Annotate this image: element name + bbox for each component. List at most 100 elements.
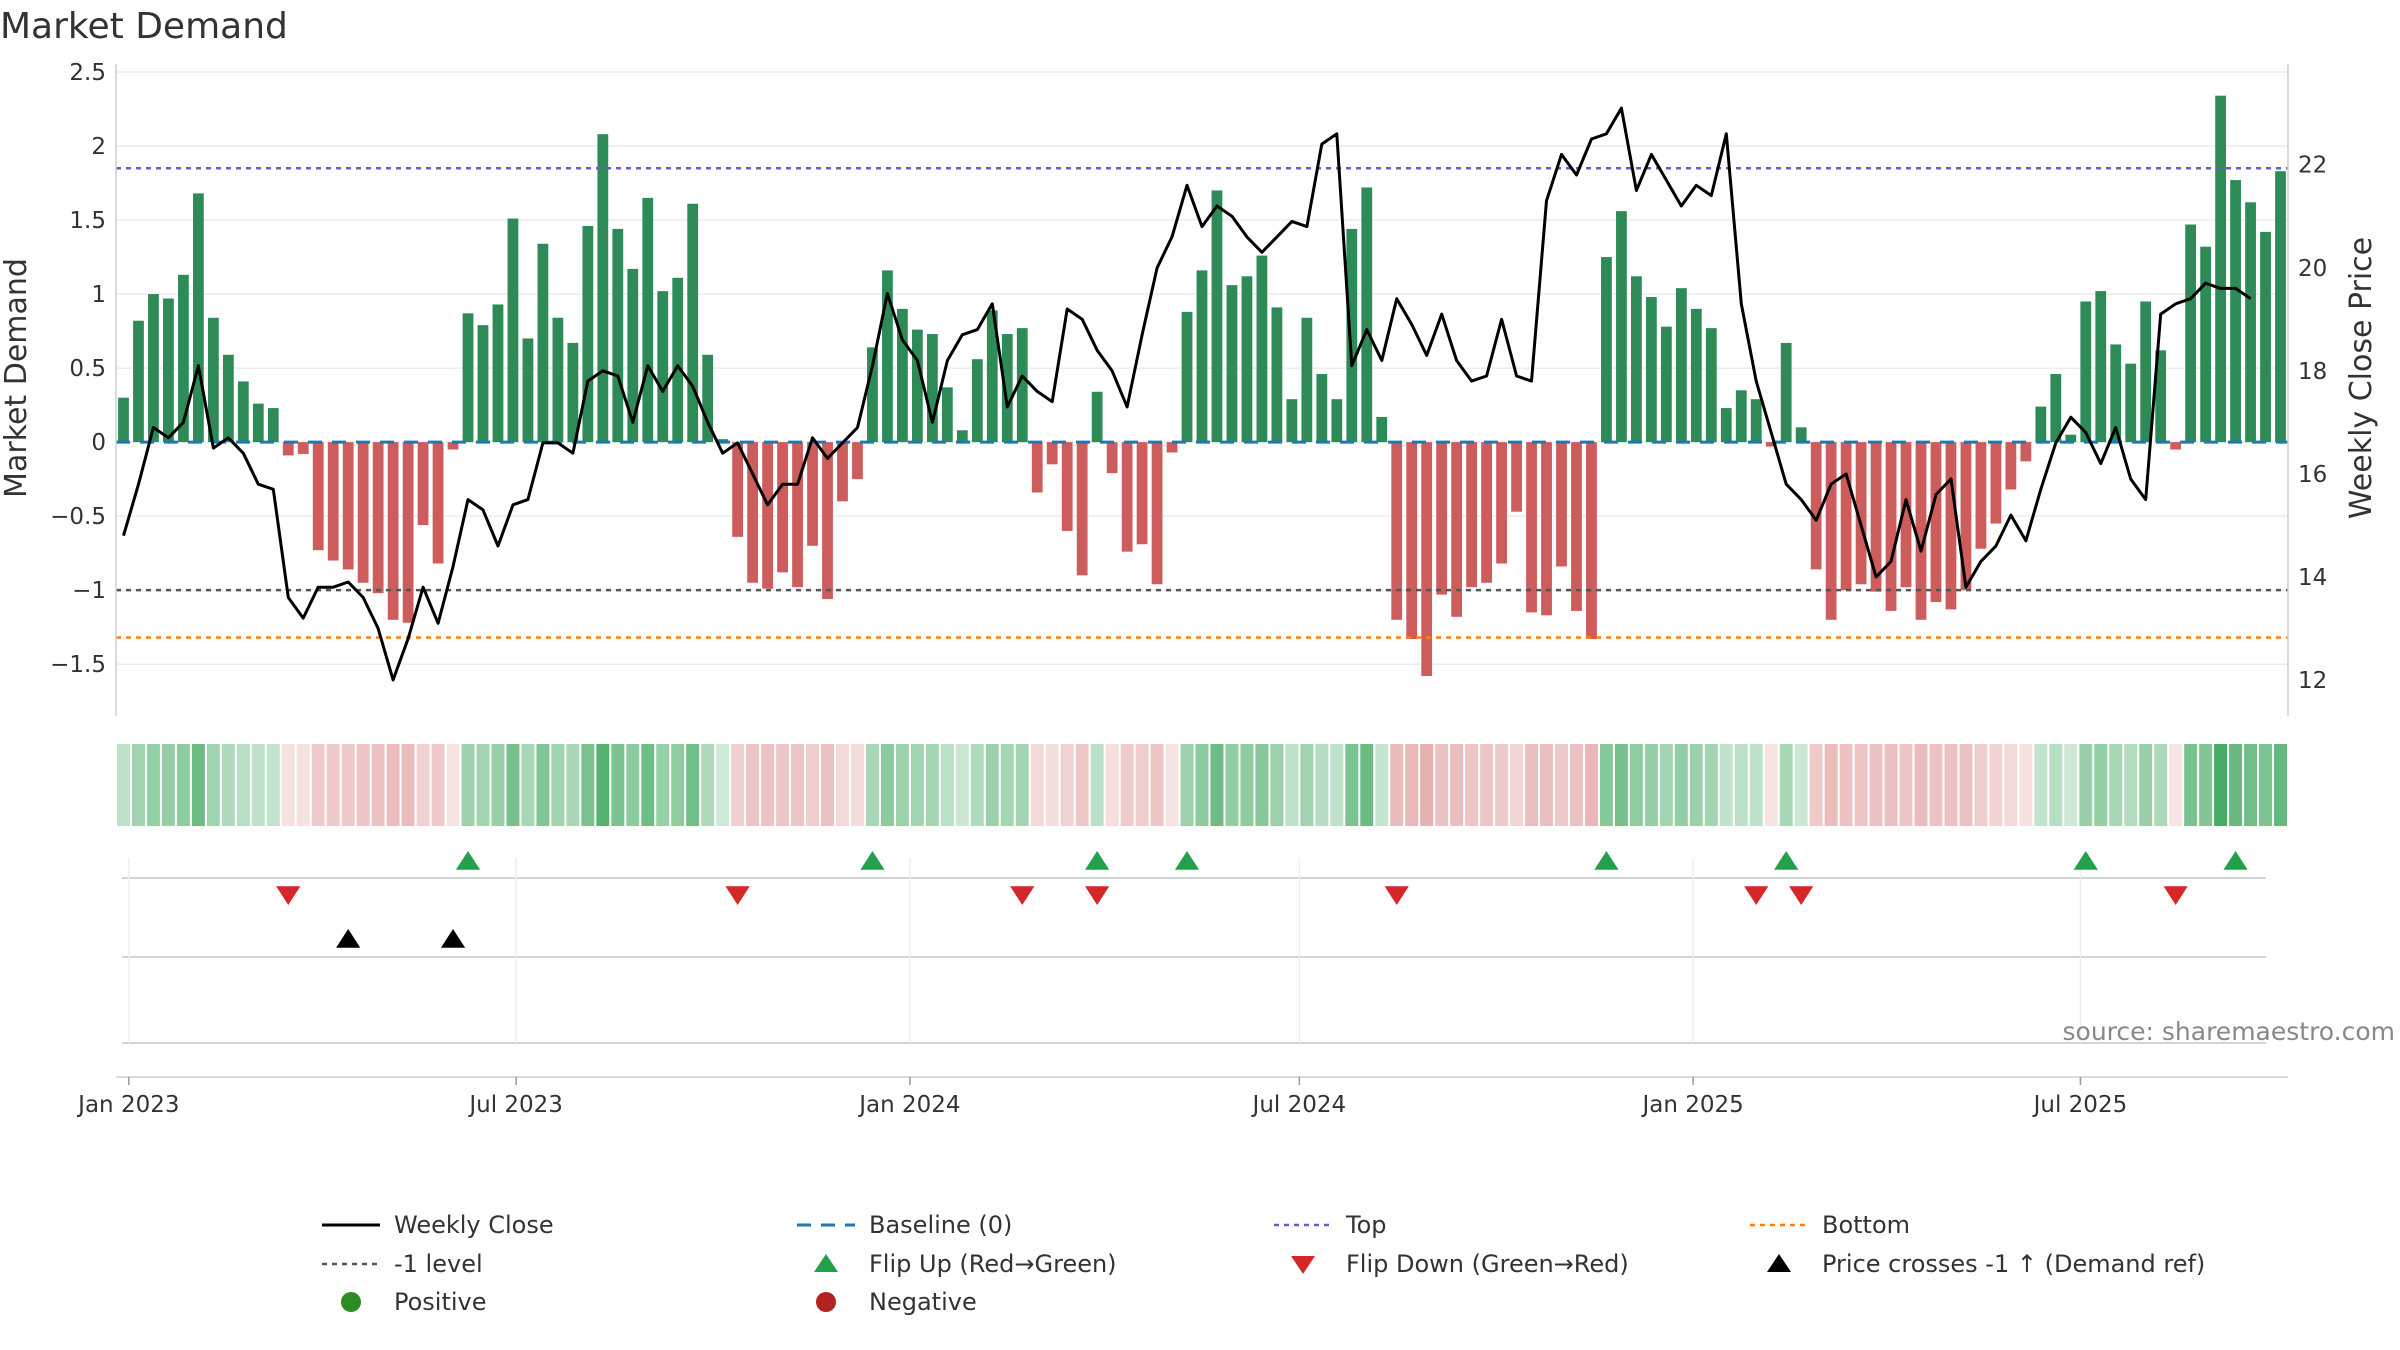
positive-bar [926,334,938,443]
heat-cell [806,744,820,826]
negative-bar [387,442,399,620]
negative-bar [1421,442,1433,677]
negative-bar [1031,442,1043,493]
positive-bar [612,228,624,443]
positive-bar [507,218,519,443]
heat-cell [1959,744,1973,826]
positive-bar [1286,399,1298,443]
heat-cell [146,744,160,826]
negative-bar [312,442,324,551]
weekly-close-series [122,106,2252,682]
x-axis: Jan 2023 Jul 2023 Jan 2024 Jul 2024 Jan 2025… [76,1077,2127,1118]
heat-cell [1839,744,1853,826]
flip-up-marker[interactable] [1594,851,1619,870]
heat-cell [431,744,445,826]
heat-cell [716,744,730,826]
heat-cell [2244,744,2258,826]
heat-cell [1090,744,1104,826]
positive-bar [2275,171,2286,443]
flip-down-marker[interactable] [725,886,750,905]
y-tick-label: 2 [91,134,106,160]
legend-label[interactable]: Positive [394,1288,487,1316]
heat-cell [356,744,370,826]
source-label: source: sharemaestro.com [2063,1017,2396,1046]
negative-bar [777,442,788,573]
legend-label[interactable]: Baseline (0) [869,1211,1012,1239]
price-cross-marker[interactable] [440,929,466,948]
negative-bar [2005,442,2017,490]
flip-down-marker[interactable] [1384,886,1409,905]
heat-cell [880,744,894,826]
flip-down-marker[interactable] [1010,886,1035,905]
positive-bar [1705,328,1717,443]
negative-bar [852,442,863,480]
negative-bar [807,442,818,546]
heat-cell [925,744,939,826]
negative-bar [1391,442,1403,620]
legend-label[interactable]: Bottom [1822,1211,1910,1239]
heat-cell [2064,744,2078,826]
positive-bar [2035,406,2047,443]
demand-heat-strip [117,744,2287,826]
heat-cell [1060,744,1074,826]
heat-cell [686,744,700,826]
heat-cell [970,744,984,826]
heat-cell [1569,744,1583,826]
heat-cell [341,744,355,826]
heat-cell [596,744,610,826]
negative-bar [1930,442,1942,603]
flip-down-marker[interactable] [1744,886,1769,905]
flip-up-marker[interactable] [455,851,481,870]
flip-down-marker[interactable] [276,886,301,905]
negative-bar [1466,442,1478,588]
y-tick-label: −0.5 [50,504,106,530]
heat-cell [1525,744,1539,826]
positive-bar [1750,399,1762,443]
heat-cell [176,744,190,826]
legend-label[interactable]: Weekly Close [394,1211,554,1239]
negative-bar [297,442,309,454]
heat-cell [1749,744,1763,826]
y-tick-label: 0.5 [69,356,106,382]
heat-cell [910,744,924,826]
positive-bar [1361,187,1373,443]
negative-bar [1765,442,1777,447]
heat-cell [416,744,430,826]
positive-bar [1660,326,1672,443]
heat-cell [1584,744,1598,826]
price-cross-marker[interactable] [336,929,361,948]
positive-bar [1346,228,1358,443]
heat-cell [2154,744,2168,826]
positive-bar [1616,211,1627,443]
negative-bar [1076,442,1088,576]
flip-up-marker[interactable] [2223,851,2248,870]
negative-bar [1121,442,1133,552]
heat-cell [2124,744,2138,826]
flip-up-marker[interactable] [860,851,885,870]
positive-bar [537,243,549,443]
flip-up-marker[interactable] [1774,851,1799,870]
positive-bar [267,408,279,443]
positive-bar [702,354,714,443]
flip-up-marker[interactable] [1085,851,1110,870]
flip-up-marker[interactable] [2073,851,2098,870]
heat-cell [761,744,775,826]
legend-label[interactable]: Flip Down (Green→Red) [1346,1250,1629,1278]
flip-down-marker[interactable] [1085,886,1110,905]
positive-bar [1196,270,1208,443]
negative-bar [732,442,744,537]
heat-cell [311,744,325,826]
heat-cell [446,744,460,826]
positive-bar [867,347,878,443]
flip-down-marker[interactable] [2163,886,2188,905]
legend-label[interactable]: Top [1345,1211,1387,1239]
heat-cell [1210,744,1224,826]
legend-label[interactable]: -1 level [394,1250,483,1278]
legend-label[interactable]: Negative [869,1288,977,1316]
flip-down-marker[interactable] [1789,886,1814,905]
positive-bar [1271,307,1283,443]
flip-up-marker[interactable] [1174,851,1200,870]
legend-label[interactable]: Flip Up (Red→Green) [869,1250,1117,1278]
legend-label[interactable]: Price crosses -1 ↑ (Demand ref) [1822,1250,2205,1278]
heat-cell [1555,744,1568,826]
